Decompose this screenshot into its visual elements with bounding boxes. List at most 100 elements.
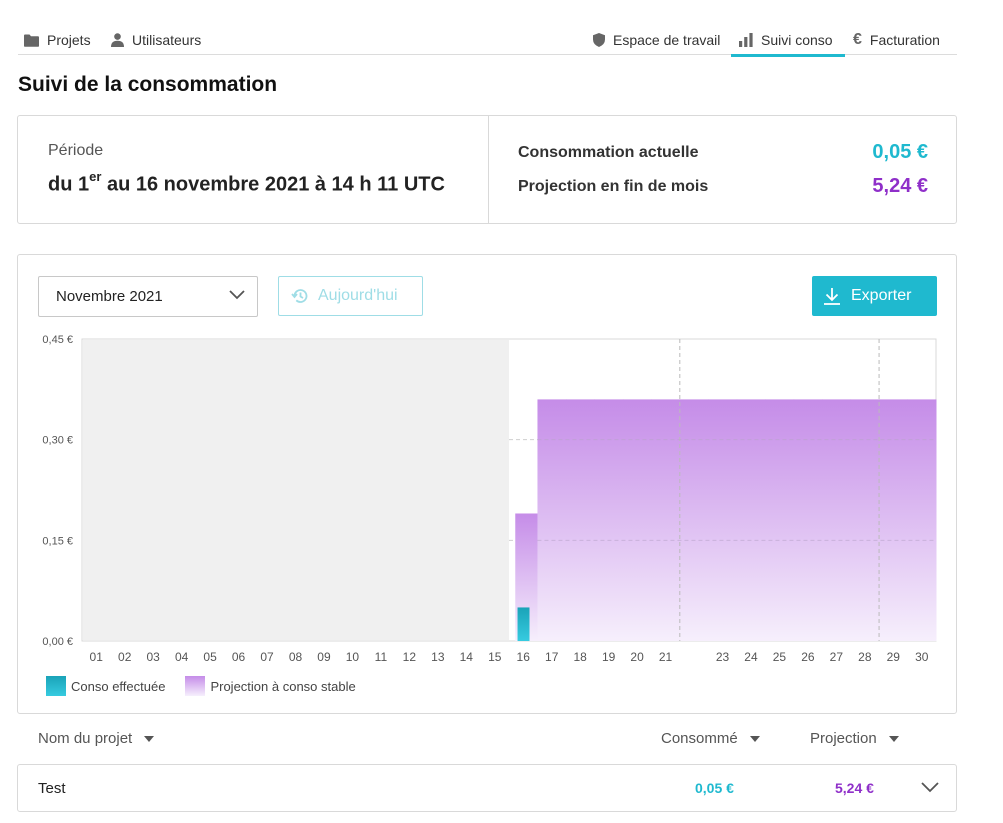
header-projection-label: Projection <box>810 730 877 747</box>
projection-bar <box>765 399 795 641</box>
x-tick-label: 30 <box>915 650 929 664</box>
chevron-down-icon <box>229 290 245 300</box>
month-select[interactable]: Novembre 2021 <box>38 276 258 317</box>
period-value: du 1er au 16 novembre 2021 à 14 h 11 UTC <box>48 169 445 197</box>
folder-icon <box>24 34 39 47</box>
sort-by-name-header[interactable]: Nom du projet <box>38 730 155 747</box>
caret-down-icon <box>749 735 760 742</box>
legend-swatch-consumed <box>46 676 66 696</box>
projection-bar <box>651 399 681 641</box>
header-consumed-label: Consommé <box>661 730 738 747</box>
page-title: Suivi de la consommation <box>18 73 278 96</box>
today-button-label: Aujourd'hui <box>318 287 398 304</box>
history-icon <box>291 289 308 303</box>
header-name-label: Nom du projet <box>38 730 133 747</box>
euro-icon: € <box>853 31 862 48</box>
project-table-header: Nom du projet Consommé Projection <box>17 722 957 756</box>
projection-bar <box>622 399 652 641</box>
x-tick-label: 04 <box>175 650 189 664</box>
project-name: Test <box>38 780 66 797</box>
x-tick-label: 27 <box>830 650 844 664</box>
x-tick-label: 19 <box>602 650 616 664</box>
x-tick-label: 17 <box>545 650 559 664</box>
x-tick-label: 13 <box>431 650 445 664</box>
today-button[interactable]: Aujourd'hui <box>278 276 423 316</box>
y-tick-label: 0,00 € <box>42 636 73 648</box>
user-icon <box>111 33 124 47</box>
y-tick-label: 0,30 € <box>42 435 73 447</box>
chart-legend: Conso effectuée Projection à conso stabl… <box>46 676 376 696</box>
sort-by-consumed-header[interactable]: Consommé <box>661 730 760 747</box>
x-tick-label: 06 <box>232 650 246 664</box>
bar-chart-icon <box>739 33 753 47</box>
nav-tab-utilisateurs[interactable]: Utilisateurs <box>111 25 201 55</box>
projection-value: 5,24 € <box>872 175 928 197</box>
x-tick-label: 28 <box>858 650 872 664</box>
projection-bar <box>879 399 909 641</box>
y-tick-label: 0,15 € <box>42 535 73 547</box>
x-tick-label: 26 <box>801 650 815 664</box>
projection-row: Projection en fin de mois 5,24 € <box>518 175 928 198</box>
nav-tab-label: Facturation <box>869 32 940 48</box>
period-sup: er <box>89 169 102 184</box>
summary-card: Période du 1er au 16 novembre 2021 à 14 … <box>17 115 957 224</box>
legend-label-consumed: Conso effectuée <box>71 678 166 694</box>
export-button[interactable]: Exporter <box>812 276 937 316</box>
caret-down-icon <box>144 735 155 742</box>
download-icon <box>824 288 840 305</box>
projection-bar <box>822 399 852 641</box>
legend-label-projection: Projection à conso stable <box>210 678 356 694</box>
x-tick-label: 09 <box>317 650 331 664</box>
month-select-value: Novembre 2021 <box>56 288 163 305</box>
top-nav: Projets Utilisateurs Espace de travail S… <box>18 25 957 57</box>
legend-item-projection: Projection à conso stable <box>185 676 356 696</box>
x-tick-label: 16 <box>517 650 531 664</box>
nav-tab-label: Suivi conso <box>761 32 833 48</box>
nav-tab-suivi-conso[interactable]: Suivi conso <box>731 25 845 57</box>
projection-label: Projection en fin de mois <box>518 177 709 195</box>
legend-item-consumed: Conso effectuée <box>46 676 165 696</box>
x-tick-label: 08 <box>289 650 303 664</box>
x-tick-label: 21 <box>659 650 673 664</box>
y-tick-label: 0,45 € <box>42 334 73 346</box>
summary-divider <box>488 116 489 223</box>
x-tick-label: 24 <box>744 650 758 664</box>
shield-icon <box>593 33 605 47</box>
export-button-label: Exporter <box>851 287 912 304</box>
x-tick-label: 23 <box>716 650 730 664</box>
nav-tab-label: Projets <box>47 32 91 48</box>
sort-by-projection-header[interactable]: Projection <box>810 730 899 747</box>
current-consumption-row: Consommation actuelle 0,05 € <box>518 141 928 164</box>
x-tick-label: 07 <box>260 650 274 664</box>
chevron-down-icon[interactable] <box>921 782 939 793</box>
current-consumption-label: Consommation actuelle <box>518 143 699 161</box>
x-tick-label: 12 <box>403 650 417 664</box>
x-tick-label: 18 <box>573 650 587 664</box>
projection-bar <box>736 399 766 641</box>
x-tick-label: 20 <box>630 650 644 664</box>
nav-tab-projets[interactable]: Projets <box>24 25 91 55</box>
project-projection: 5,24 € <box>835 780 874 796</box>
x-tick-label: 14 <box>460 650 474 664</box>
past-days-area <box>83 340 509 640</box>
x-tick-label: 02 <box>118 650 132 664</box>
nav-tab-facturation[interactable]: € Facturation <box>853 25 940 55</box>
x-tick-label: 01 <box>90 650 104 664</box>
x-tick-label: 25 <box>773 650 787 664</box>
x-tick-label: 10 <box>346 650 360 664</box>
x-tick-label: 11 <box>375 650 388 664</box>
period-label: Période <box>48 142 104 159</box>
projection-bar <box>679 399 709 641</box>
nav-tab-label: Espace de travail <box>613 32 721 48</box>
projection-bar <box>594 399 624 641</box>
consumed-bar <box>517 607 530 641</box>
nav-tab-espace-de-travail[interactable]: Espace de travail <box>593 25 720 55</box>
projection-bar <box>537 399 567 641</box>
nav-tab-label: Utilisateurs <box>132 32 202 48</box>
projection-bar <box>850 399 880 641</box>
project-consumed: 0,05 € <box>695 780 734 796</box>
table-row[interactable]: Test 0,05 € 5,24 € <box>17 764 957 812</box>
period-prefix: du 1 <box>48 173 90 196</box>
consumption-chart: 0,00 € 0,15 € 0,30 € 0,45 € 01 02 03 04 05 06 07 08… <box>42 334 937 664</box>
period-suffix: au 16 novembre 2021 à 14 h 11 UTC <box>101 173 445 196</box>
